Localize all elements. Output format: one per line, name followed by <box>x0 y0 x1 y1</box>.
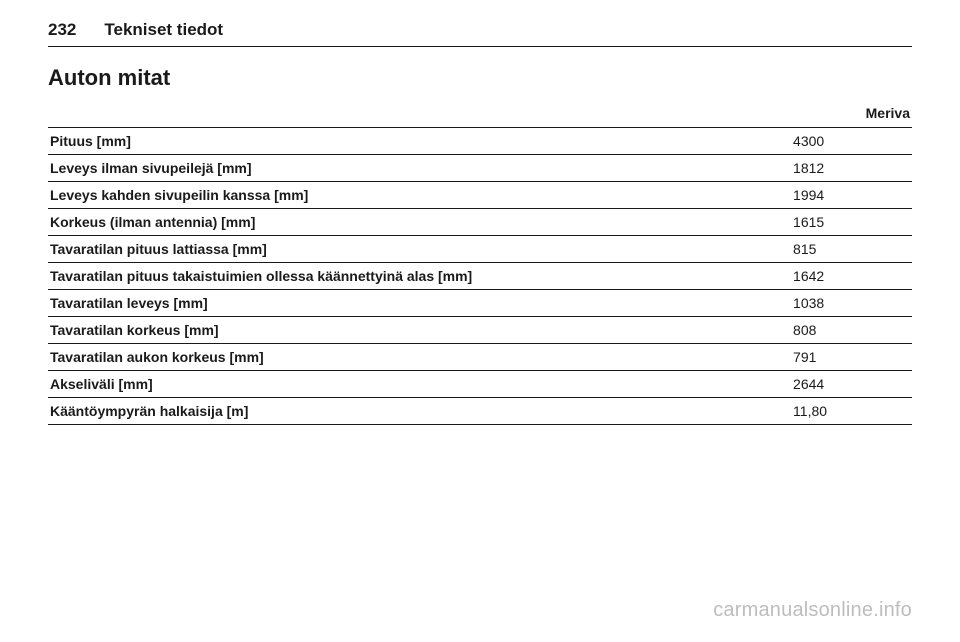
row-value: 1038 <box>791 290 912 317</box>
row-label: Pituus [mm] <box>48 128 791 155</box>
row-label: Tavaratilan korkeus [mm] <box>48 317 791 344</box>
table-row: Tavaratilan leveys [mm] 1038 <box>48 290 912 317</box>
row-label: Tavaratilan leveys [mm] <box>48 290 791 317</box>
dimensions-table: Meriva Pituus [mm] 4300 Leveys ilman siv… <box>48 101 912 425</box>
row-label: Tavaratilan pituus takaistuimien ollessa… <box>48 263 791 290</box>
table-row: Kääntöympyrän halkaisija [m] 11,80 <box>48 398 912 425</box>
section-title: Auton mitat <box>48 65 912 91</box>
chapter-title: Tekniset tiedot <box>104 20 223 40</box>
row-value: 1642 <box>791 263 912 290</box>
row-label: Leveys kahden sivupeilin kanssa [mm] <box>48 182 791 209</box>
row-value: 1615 <box>791 209 912 236</box>
row-value: 2644 <box>791 371 912 398</box>
page-number: 232 <box>48 20 76 40</box>
row-label: Akseliväli [mm] <box>48 371 791 398</box>
row-value: 808 <box>791 317 912 344</box>
row-label: Tavaratilan aukon korkeus [mm] <box>48 344 791 371</box>
row-label: Tavaratilan pituus lattiassa [mm] <box>48 236 791 263</box>
table-row: Tavaratilan pituus lattiassa [mm] 815 <box>48 236 912 263</box>
page-header: 232 Tekniset tiedot <box>48 20 912 40</box>
table-row: Akseliväli [mm] 2644 <box>48 371 912 398</box>
row-value: 1812 <box>791 155 912 182</box>
row-value: 815 <box>791 236 912 263</box>
table-row: Pituus [mm] 4300 <box>48 128 912 155</box>
table-row: Leveys kahden sivupeilin kanssa [mm] 199… <box>48 182 912 209</box>
table-header-empty <box>48 101 791 128</box>
row-value: 1994 <box>791 182 912 209</box>
table-header-value: Meriva <box>791 101 912 128</box>
row-value: 4300 <box>791 128 912 155</box>
page: 232 Tekniset tiedot Auton mitat Meriva P… <box>0 0 960 642</box>
header-rule <box>48 46 912 47</box>
table-row: Korkeus (ilman antennia) [mm] 1615 <box>48 209 912 236</box>
table-row: Tavaratilan pituus takaistuimien ollessa… <box>48 263 912 290</box>
row-label: Korkeus (ilman antennia) [mm] <box>48 209 791 236</box>
row-value: 11,80 <box>791 398 912 425</box>
row-value: 791 <box>791 344 912 371</box>
table-row: Tavaratilan korkeus [mm] 808 <box>48 317 912 344</box>
table-header-row: Meriva <box>48 101 912 128</box>
watermark-text: carmanualsonline.info <box>713 599 912 622</box>
row-label: Leveys ilman sivupeilejä [mm] <box>48 155 791 182</box>
row-label: Kääntöympyrän halkaisija [m] <box>48 398 791 425</box>
table-row: Tavaratilan aukon korkeus [mm] 791 <box>48 344 912 371</box>
table-row: Leveys ilman sivupeilejä [mm] 1812 <box>48 155 912 182</box>
